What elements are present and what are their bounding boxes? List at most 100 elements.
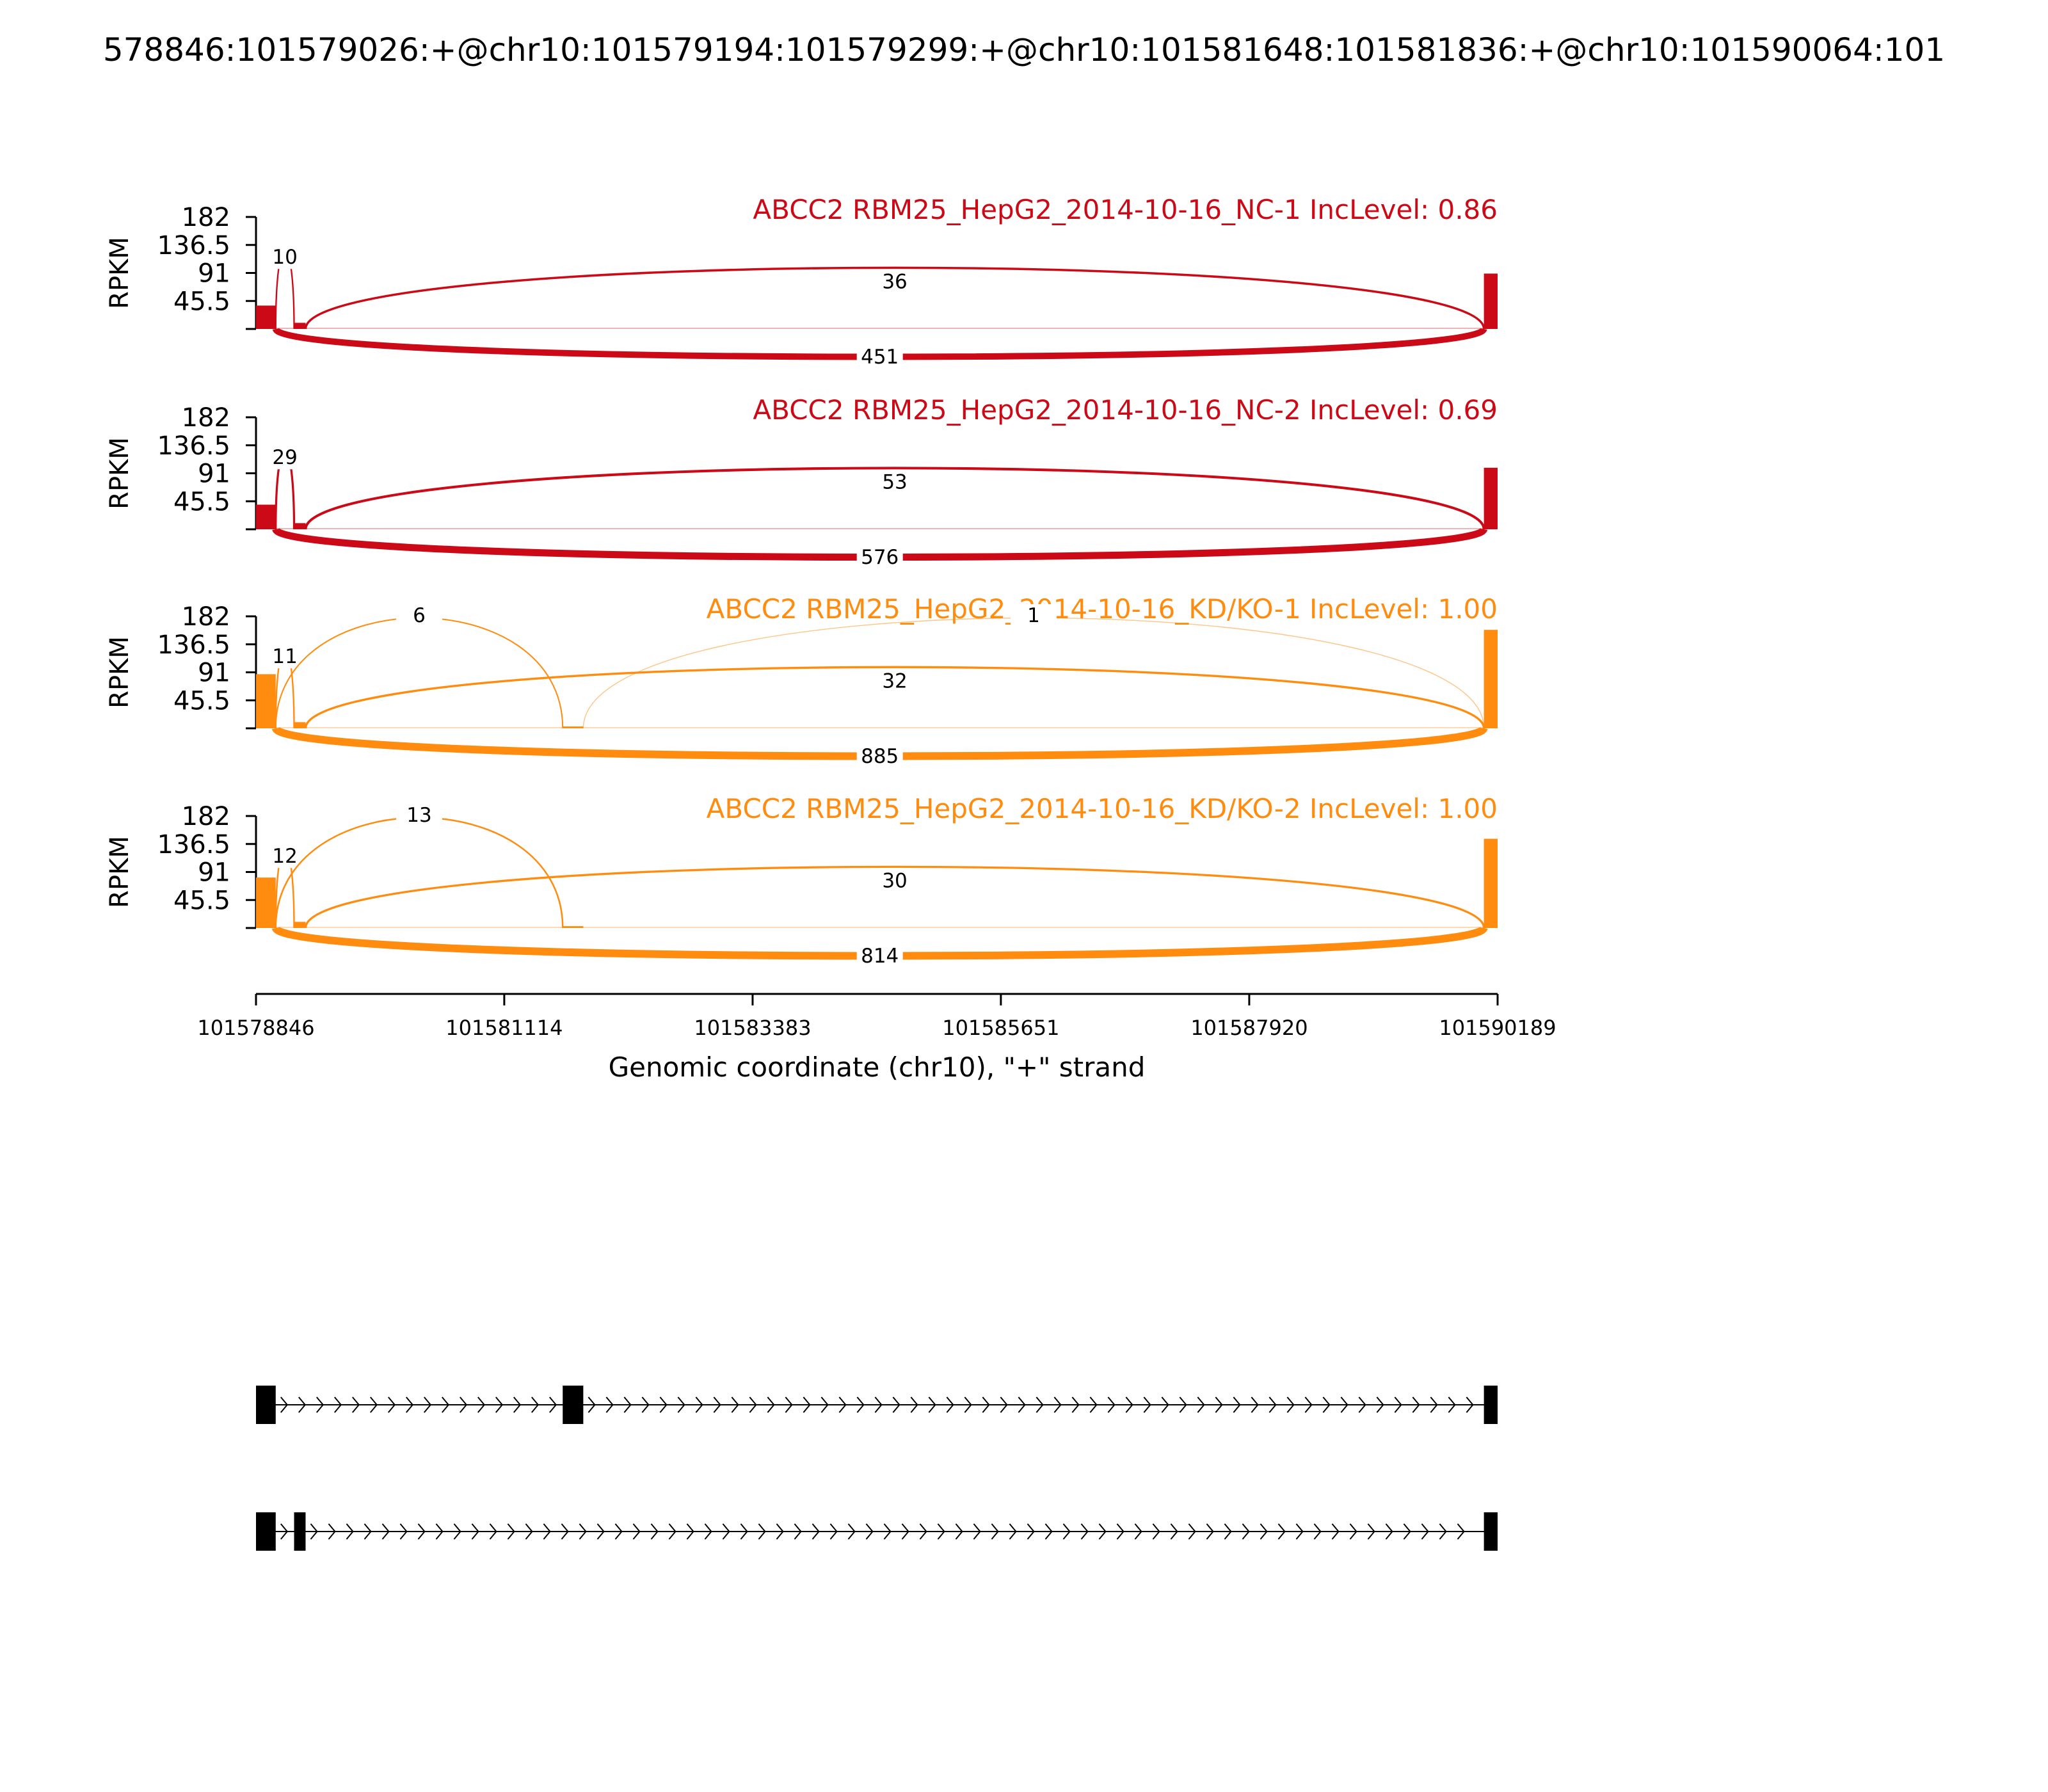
strand-arrow (1044, 1523, 1053, 1540)
x-tick-label: 101581114 (445, 1016, 563, 1040)
strand-arrow (1071, 1396, 1080, 1413)
x-tick-label: 101578846 (197, 1016, 314, 1040)
strand-arrow (982, 1396, 990, 1413)
coverage-bar (1484, 467, 1498, 529)
strand-arrow (1358, 1396, 1366, 1413)
strand-arrow (424, 1396, 432, 1413)
strand-arrow (561, 1523, 569, 1540)
strand-arrow (1089, 1396, 1098, 1413)
strand-arrow (1340, 1396, 1348, 1413)
x-tick-label: 101585651 (942, 1016, 1059, 1040)
strand-arrow (471, 1523, 479, 1540)
strand-arrow (614, 1523, 623, 1540)
junction-label-bg (396, 604, 443, 627)
strand-arrow (1098, 1523, 1107, 1540)
strand-arrow (1161, 1396, 1169, 1413)
track-label: ABCC2 RBM25_HepG2_2014-10-16_NC-2 IncLev… (753, 394, 1498, 426)
strand-arrow (1251, 1396, 1259, 1413)
junction-count: 1 (1027, 604, 1040, 627)
junction-count: 13 (406, 804, 431, 827)
strand-arrow (928, 1396, 936, 1413)
strand-arrow (1170, 1523, 1178, 1540)
coverage-bar (256, 305, 276, 329)
strand-arrow (310, 1523, 318, 1540)
track-label: ABCC2 RBM25_HepG2_2014-10-16_KD/KO-1 Inc… (707, 593, 1498, 625)
y-tick-label: 182 (182, 602, 230, 632)
junction-count: 36 (882, 271, 907, 294)
strand-arrow (865, 1523, 874, 1540)
strand-arrow (1448, 1396, 1456, 1413)
junction-count: 32 (882, 670, 907, 693)
strand-arrow (549, 1396, 557, 1413)
strand-arrow (477, 1396, 486, 1413)
coverage-bar (294, 722, 306, 728)
junction-count: 885 (861, 745, 899, 768)
exon-block (563, 1386, 584, 1424)
strand-arrow (1188, 1523, 1196, 1540)
junction-count: 814 (861, 945, 899, 968)
strand-arrow (1295, 1523, 1304, 1540)
strand-arrow (1107, 1396, 1116, 1413)
strand-arrow (280, 1523, 289, 1540)
junction-label-bg (262, 446, 308, 470)
strand-arrow (1367, 1523, 1375, 1540)
strand-arrow (632, 1523, 641, 1540)
strand-arrow (316, 1396, 324, 1413)
y-tick-label: 136.5 (157, 630, 230, 660)
strand-arrow (1268, 1396, 1277, 1413)
strand-arrow (1233, 1396, 1241, 1413)
strand-arrow (1179, 1396, 1187, 1413)
strand-arrow (579, 1523, 587, 1540)
strand-arrow (874, 1396, 883, 1413)
strand-arrow (856, 1396, 865, 1413)
strand-arrow (1421, 1523, 1429, 1540)
coverage-bar (1484, 838, 1498, 928)
isoform-models (256, 1386, 1498, 1551)
strand-arrow (1439, 1523, 1447, 1540)
y-axis-label: RPKM (105, 237, 134, 309)
exon-block (256, 1512, 276, 1551)
strand-arrow (1152, 1523, 1160, 1540)
y-axis-label: RPKM (105, 836, 134, 908)
strand-arrow (758, 1523, 766, 1540)
strand-arrow (1215, 1396, 1223, 1413)
strand-arrow (1430, 1396, 1438, 1413)
coverage-bar (294, 523, 306, 529)
coverage-bar (294, 922, 306, 928)
strand-arrow (713, 1396, 721, 1413)
strand-arrow (1125, 1396, 1133, 1413)
strand-arrow (388, 1396, 396, 1413)
y-tick-label: 182 (182, 203, 230, 232)
coverage-bar (256, 504, 276, 529)
strand-arrow (352, 1396, 360, 1413)
strand-arrow (1466, 1396, 1474, 1413)
plot-title: 578846:101579026:+@chr10:101579194:10157… (103, 31, 1945, 68)
strand-arrow (641, 1396, 650, 1413)
y-tick-label: 91 (198, 460, 230, 489)
x-axis-label: Genomic coordinate (chr10), "+" strand (609, 1052, 1146, 1083)
strand-arrow (1116, 1523, 1124, 1540)
junction-count: 11 (272, 645, 297, 668)
junction-count: 6 (413, 604, 426, 627)
strand-arrow (838, 1396, 847, 1413)
strand-arrow (820, 1396, 829, 1413)
strand-arrow (847, 1523, 856, 1540)
strand-arrow (1394, 1396, 1402, 1413)
strand-arrow (489, 1523, 497, 1540)
y-tick-label: 45.5 (173, 287, 230, 316)
strand-arrow (1197, 1396, 1205, 1413)
strand-arrow (1080, 1523, 1089, 1540)
strand-arrow (513, 1396, 522, 1413)
strand-arrow (776, 1523, 784, 1540)
strand-arrow (1018, 1396, 1026, 1413)
strand-arrow (531, 1396, 540, 1413)
strand-arrow (1134, 1523, 1142, 1540)
strand-arrow (417, 1523, 426, 1540)
strand-arrow (991, 1523, 999, 1540)
junction-arc (275, 617, 564, 729)
junction-arc (304, 666, 1485, 729)
junction-label-bg (1011, 604, 1057, 627)
coverage-bar (256, 674, 276, 728)
